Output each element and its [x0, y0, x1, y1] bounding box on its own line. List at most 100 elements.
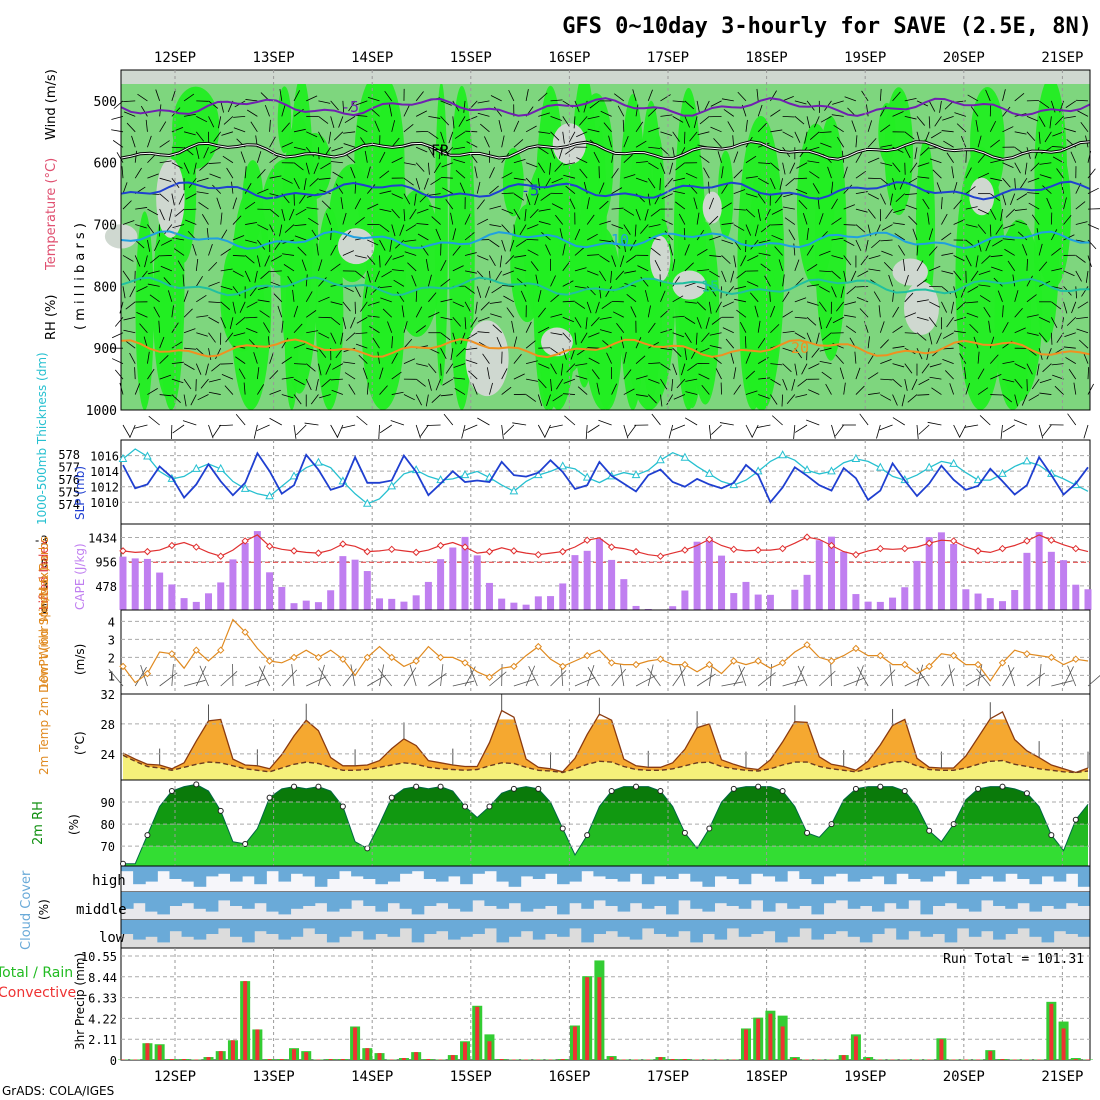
- precip-conv-bar: [609, 1057, 614, 1060]
- label-rh2m: 2m RH: [31, 801, 46, 845]
- wind-barb: [116, 152, 124, 163]
- wind-barb: [684, 316, 696, 324]
- wind-barb: [953, 199, 962, 210]
- wind10-point: [754, 657, 762, 665]
- wind-barb: [647, 89, 653, 102]
- wind-barb: [429, 205, 441, 210]
- wind-barb: [537, 162, 546, 174]
- wind-barb: [1016, 193, 1028, 201]
- cloud-bar: [726, 892, 740, 906]
- wind-barb: [372, 337, 380, 349]
- wind-barb: [650, 247, 661, 256]
- cloud-bar: [678, 920, 691, 932]
- cloud-bar: [375, 892, 388, 912]
- wind-barb: [873, 291, 881, 303]
- wind-barb: [734, 285, 747, 290]
- wind-barb: [722, 327, 734, 334]
- wind10-barb: [550, 670, 567, 687]
- wind-barb: [672, 259, 676, 271]
- bottom-date-label: 17SEP: [647, 1069, 689, 1085]
- wind-barb: [367, 315, 380, 318]
- surface-barb: [341, 424, 356, 429]
- wind-barb: [415, 306, 423, 318]
- wind-barb: [611, 207, 624, 210]
- wind-barb: [1075, 221, 1088, 225]
- wind-barb: [721, 183, 729, 194]
- cape-bar: [791, 589, 799, 610]
- wind-barb: [770, 324, 780, 334]
- cloud-bar: [242, 866, 255, 877]
- cape-bar: [253, 531, 261, 610]
- cloud-bar: [1065, 866, 1079, 874]
- wind-barb: [745, 352, 751, 364]
- wind-barb: [501, 192, 514, 195]
- surface-barb: [379, 424, 392, 434]
- precip-conv-bar: [206, 1057, 211, 1060]
- cloud-bar: [484, 866, 497, 872]
- cloud-bar: [314, 892, 328, 904]
- cloud-bar: [1005, 920, 1018, 934]
- wind10-barb: [256, 665, 266, 687]
- wind-barb: [389, 104, 393, 117]
- wind-barb: [802, 213, 808, 225]
- wind-barb: [660, 363, 671, 371]
- wind10-barb: [1038, 664, 1042, 687]
- rh-plume: [502, 148, 524, 217]
- wind-barb: [556, 378, 564, 390]
- cape-bar: [852, 594, 860, 610]
- wind-barb: [226, 167, 234, 179]
- legend-total: Total / Rain: [0, 965, 73, 981]
- wind-barb: [196, 116, 208, 123]
- wind-barb: [332, 363, 344, 370]
- wind10-barb: [171, 664, 174, 687]
- cloud-bar: [1077, 920, 1091, 937]
- wind-barb: [293, 378, 305, 386]
- wind-barb: [1087, 367, 1090, 380]
- wind-barb: [555, 214, 564, 225]
- wind10-barb: [528, 666, 539, 687]
- wind-barb: [1002, 177, 1011, 188]
- wind-barb: [159, 121, 167, 133]
- wind-barb: [122, 200, 132, 210]
- surface-barb: [585, 424, 588, 439]
- cloud-bar: [787, 866, 800, 872]
- wind-barb: [195, 131, 204, 142]
- cloud-bar: [569, 866, 582, 882]
- cloud-bar: [944, 866, 958, 872]
- wind-barb: [1075, 286, 1078, 299]
- wind-barb: [806, 116, 811, 129]
- rh-point: [975, 785, 982, 792]
- surface-barb: [598, 419, 612, 426]
- rh-plume: [280, 116, 319, 394]
- thickness-point: [924, 462, 934, 471]
- slp-line: [122, 451, 1089, 504]
- wind10-point: [827, 657, 836, 665]
- li-point: [559, 547, 567, 556]
- wind-barb: [611, 168, 619, 179]
- wind-barb: [965, 224, 978, 228]
- wind-barb: [427, 162, 430, 175]
- li-point: [632, 547, 640, 556]
- cloud-bar: [181, 920, 195, 937]
- wind-barb: [1044, 131, 1052, 143]
- wind-barb: [171, 394, 181, 404]
- cloud-bar: [932, 892, 946, 906]
- wind-barb: [415, 378, 426, 387]
- wind-barb: [647, 193, 651, 206]
- cloud-bar: [702, 866, 716, 887]
- wind-barb: [145, 119, 148, 132]
- wind-barb: [416, 363, 428, 367]
- wind-barb: [794, 316, 807, 319]
- wind-barb: [366, 382, 369, 395]
- bottom-date-label: 18SEP: [746, 1069, 788, 1085]
- wind10-point: [168, 650, 176, 658]
- surface-barb: [859, 413, 869, 426]
- cape-bar: [424, 581, 432, 610]
- wind-barb: [733, 384, 741, 395]
- wind10-barb: [948, 664, 955, 687]
- wind-barb: [147, 135, 152, 148]
- wind-barb: [183, 131, 196, 136]
- wind-barb: [855, 224, 866, 233]
- rh-plume: [994, 228, 1032, 410]
- cloud-bar: [775, 892, 788, 904]
